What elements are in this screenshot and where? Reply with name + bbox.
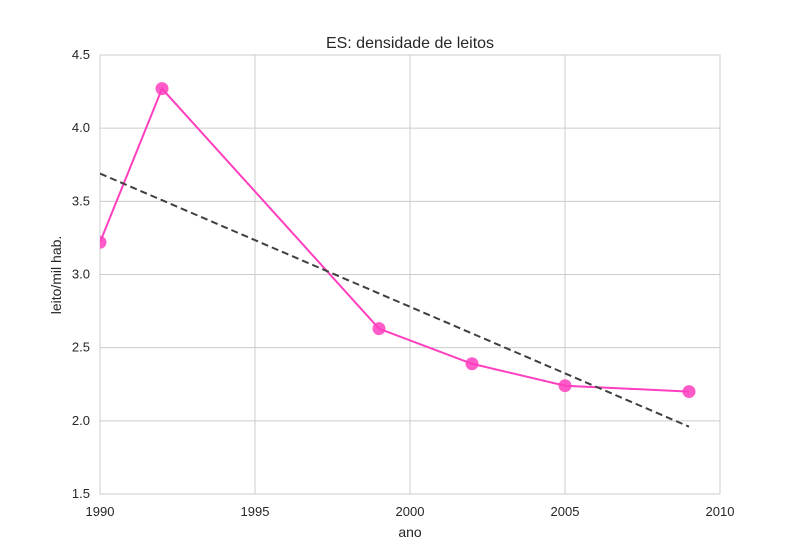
data-point <box>682 385 696 399</box>
grid-lines <box>100 55 720 494</box>
x-tick-labels: 1990 1995 2000 2005 2010 <box>86 504 735 519</box>
y-tick-label: 4.0 <box>72 120 90 135</box>
series-clip-group <box>100 82 696 428</box>
y-tick-label: 2.0 <box>72 413 90 428</box>
y-axis-title: leito/mil hab. <box>48 236 64 315</box>
y-tick-label: 4.5 <box>72 47 90 62</box>
y-tick-label: 3.5 <box>72 193 90 208</box>
x-tick-label: 2010 <box>706 504 735 519</box>
x-tick-label: 1995 <box>241 504 270 519</box>
chart-title: ES: densidade de leitos <box>326 35 494 52</box>
data-point <box>155 82 169 96</box>
series-layer <box>100 82 696 428</box>
series-line <box>100 86 690 393</box>
data-point <box>372 322 386 336</box>
data-point <box>465 357 479 371</box>
trend-line <box>100 172 690 428</box>
y-tick-label: 3.0 <box>72 267 90 282</box>
x-tick-label: 2000 <box>396 504 425 519</box>
y-tick-labels: 1.5 2.0 2.5 3.0 3.5 4.0 4.5 <box>72 47 90 501</box>
x-tick-label: 1990 <box>86 504 115 519</box>
x-tick-label: 2005 <box>551 504 580 519</box>
data-point <box>558 379 572 393</box>
plot-frame <box>99 54 721 495</box>
x-axis-title: ano <box>398 524 422 540</box>
y-tick-label: 1.5 <box>72 486 90 501</box>
data-point <box>100 235 107 249</box>
y-tick-label: 2.5 <box>72 340 90 355</box>
